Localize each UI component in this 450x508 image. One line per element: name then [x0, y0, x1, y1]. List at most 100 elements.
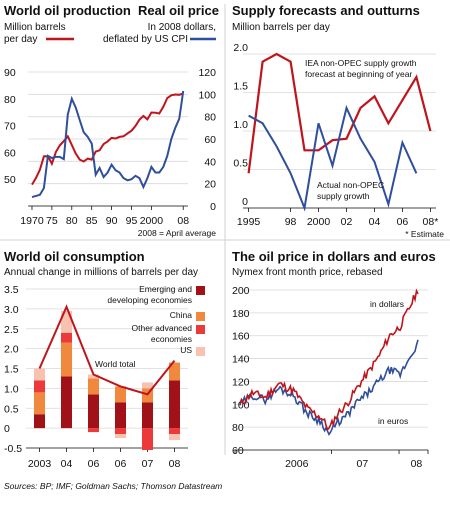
tick-labels: 3.5 3.0 2.5 2.0 1.5 1.0 0.5 0 -0.5 2003 04 06 06 07 08 [4, 284, 188, 470]
bar-segment [115, 428, 126, 435]
bar-segment [61, 376, 72, 429]
bar-segment [88, 374, 99, 379]
x-tick-label: 08* [423, 216, 439, 228]
y-tick-right: 0 [210, 201, 216, 213]
x-tick-label: 08 [177, 215, 189, 227]
chart-title-right: Real oil price [138, 3, 219, 18]
bar-segment [142, 402, 153, 429]
x-tick-label: 08 [169, 458, 181, 470]
x-tick-label: 2006 [285, 458, 309, 470]
chart-subtitle: Annual change in millions of barrels per… [4, 267, 198, 278]
y-tick-left: 70 [4, 121, 16, 133]
y-tick-label: 60 [232, 445, 244, 457]
bar-segment [34, 392, 45, 415]
y-tick-right: 120 [198, 67, 216, 79]
y-tick-label: 2.0 [4, 344, 19, 356]
y-tick-label: -0.5 [4, 443, 22, 455]
y-tick-left: 80 [4, 94, 16, 106]
x-tick-label: 80 [66, 215, 78, 227]
y-tick-label: 0 [242, 196, 248, 208]
legend-swatch [196, 312, 205, 321]
y-tick-label: 1.0 [4, 383, 19, 395]
bar-segment [61, 332, 72, 343]
y-tick-label: 0.5 [4, 403, 19, 415]
bar-segment [142, 428, 153, 450]
y-tick-label: 1.5 [233, 81, 248, 93]
x-tick-label: 06 [88, 458, 100, 470]
y-tick-label: 200 [232, 285, 250, 297]
right-axis-label-line1: In 2008 dollars, [148, 22, 216, 33]
bar-segment [169, 380, 180, 429]
footnote: * Estimate [405, 229, 444, 239]
bar-segment [61, 342, 72, 377]
y-tick-label: 120 [232, 376, 250, 388]
chart-title: World oil consumption [4, 249, 145, 264]
bar-segment [88, 428, 99, 433]
bar-segment [115, 402, 126, 429]
panel-oil-production: World oil production Real oil price Mill… [4, 3, 219, 238]
bar-segment [34, 380, 45, 393]
y-tick-left: 60 [4, 147, 16, 159]
bar-segment [115, 434, 126, 439]
bar-segment [115, 386, 126, 403]
chart-title: World oil production [4, 3, 131, 18]
grid [235, 289, 428, 451]
legend-label: Other advanced [132, 323, 193, 333]
grid [28, 71, 188, 207]
legend-label: economies [151, 334, 192, 344]
y-tick-label: 3.0 [4, 304, 19, 316]
x-tick-label: 06 [397, 216, 409, 228]
x-tick-label: 75 [46, 215, 58, 227]
tick-labels: 2.0 1.5 1.0 0.5 0 1995 98 2000 02 04 06 08* [233, 42, 438, 228]
y-tick-right: 100 [198, 89, 216, 101]
y-tick-label: 140 [232, 354, 250, 366]
tick-labels: 120 100 80 60 40 20 0 90 80 70 60 50 1970 75 80 85 90 95 2… [4, 67, 216, 227]
dollars-line [239, 288, 419, 432]
x-tick-label: 85 [86, 215, 98, 227]
legend-label: developing economies [107, 295, 192, 305]
bar-segment [61, 310, 72, 333]
x-tick-label: 06 [115, 458, 127, 470]
y-tick-right: 40 [204, 156, 216, 168]
chart-subtitle: Million barrels per day [232, 22, 330, 33]
actual-label-line1: Actual non-OPEC [317, 180, 384, 190]
y-tick-right: 60 [204, 134, 216, 146]
production-line [31, 92, 184, 186]
bar-segment [34, 368, 45, 381]
right-axis-label-line2: deflated by US CPI [103, 34, 188, 45]
euros-label: in euros [378, 416, 408, 426]
price-line [31, 90, 185, 199]
left-axis-label-line1: Million barrels [4, 22, 66, 33]
y-tick-left: 50 [4, 174, 16, 186]
panel-oil-price-dollars-euros: The oil price in dollars and euros Nymex… [232, 249, 436, 470]
legend-label: US [180, 345, 192, 355]
y-tick-label: 1.0 [233, 119, 248, 131]
x-tick-label: 2003 [28, 458, 52, 470]
y-tick-right: 80 [204, 112, 216, 124]
y-tick-label: 1.5 [4, 364, 19, 376]
y-tick-label: 160 [232, 331, 250, 343]
y-tick-label: 0.5 [233, 158, 248, 170]
x-tick-label: 08 [411, 458, 423, 470]
chart-subtitle: Nymex front month price, rebased [232, 267, 383, 278]
footnote: 2008 = April average [138, 228, 216, 238]
panel-oil-consumption: World oil consumption Annual change in m… [4, 249, 205, 470]
x-tick-label: 90 [106, 215, 118, 227]
x-tick-label: 07 [357, 458, 369, 470]
x-tick-label: 2000 [140, 215, 164, 227]
y-tick-label: 2.0 [233, 42, 248, 54]
legend-label: Emerging and [139, 284, 192, 294]
bar-segment [169, 362, 180, 381]
bar-segment [88, 378, 99, 395]
actual-line [248, 104, 418, 212]
forecast-label-line2: forecast at beginning of year [305, 69, 412, 79]
x-tick-label: 2000 [307, 216, 331, 228]
panel-supply-forecasts: Supply forecasts and outturns Million ba… [232, 3, 444, 239]
x-tick-label: 07 [142, 458, 154, 470]
legend-swatch [196, 325, 205, 334]
source-note: Sources: BP; IMF; Goldman Sachs; Thomson… [4, 481, 222, 491]
world-total-label: World total [95, 359, 136, 369]
x-tick-label: 02 [341, 216, 353, 228]
